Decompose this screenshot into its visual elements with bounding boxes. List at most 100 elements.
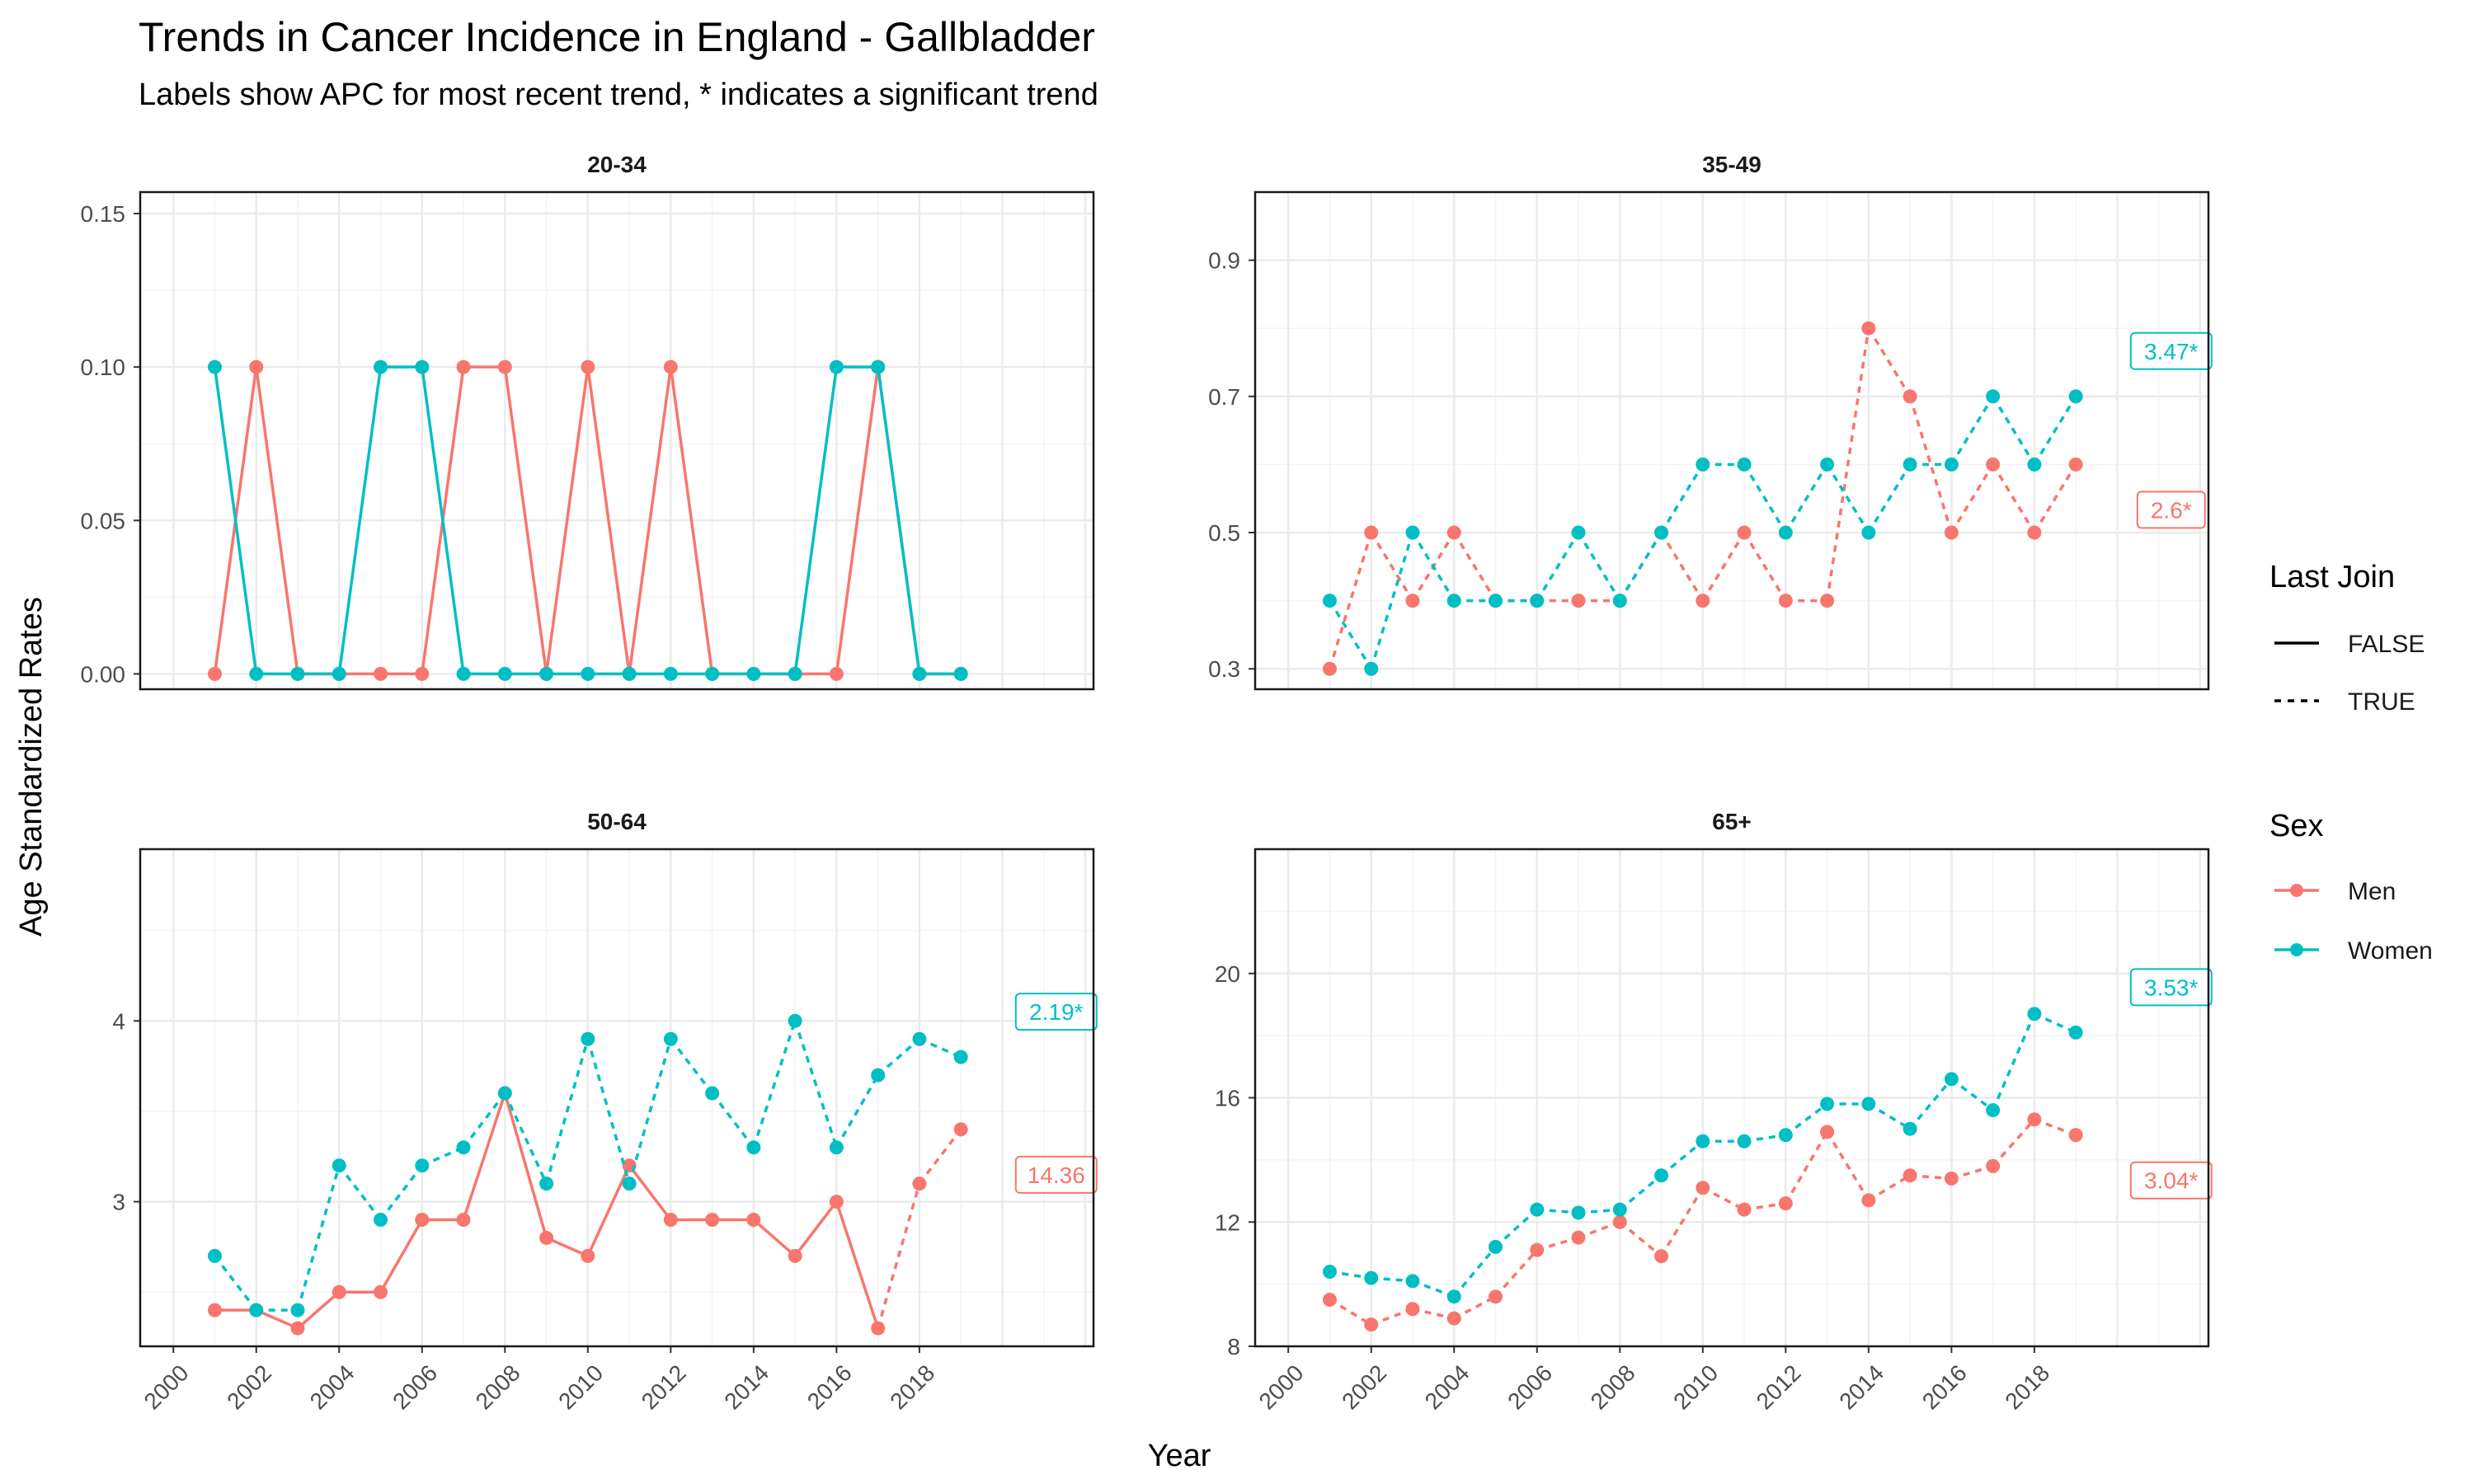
panels: 20-34 0.00 0.05 0.10 0.15 35-49 0.3 0.5 0.7 0.9 2.… [81, 152, 2213, 1414]
data-point-men [207, 666, 222, 681]
series-segment-women [1908, 1078, 1953, 1130]
data-point-women [1530, 594, 1545, 608]
series-segment-women [1618, 532, 1663, 602]
data-point-women [290, 1303, 305, 1317]
apc-label-box [2136, 491, 2206, 529]
data-point-men [1737, 525, 1752, 540]
y-tick-label: 3 [112, 1190, 125, 1215]
series-segment-men [835, 366, 880, 674]
series-segment-men [256, 1308, 299, 1330]
x-tick-label: 2014 [1834, 1360, 1888, 1414]
series-segment-men [1867, 1174, 1912, 1202]
chart-subtitle: Labels show APC for most recent trend, *… [139, 77, 1098, 112]
series-segment-women [793, 366, 839, 674]
data-point-men [1944, 525, 1959, 540]
series-segment-women [586, 1038, 631, 1185]
data-point-men [1778, 594, 1793, 608]
series-segment-women [462, 1092, 506, 1148]
data-point-women [1737, 1134, 1752, 1148]
data-point-men [1903, 389, 1917, 404]
series-segment-women [1992, 1013, 2036, 1111]
data-point-women [456, 666, 471, 681]
series-segment-women [1452, 1246, 1497, 1298]
series-segment-women [752, 1020, 797, 1148]
data-point-women [1322, 1265, 1337, 1280]
x-tick-label: 2002 [222, 1360, 276, 1414]
data-point-women [663, 1031, 678, 1046]
series-segment-men [628, 366, 673, 674]
data-point-women [497, 1086, 512, 1101]
data-point-men [332, 1284, 346, 1299]
y-tick-label: 0.05 [81, 508, 126, 533]
y-tick-label: 0.15 [81, 201, 126, 227]
data-point-women [1944, 457, 1959, 472]
data-point-men [1820, 1125, 1835, 1139]
x-tick-label: 2016 [1917, 1360, 1972, 1414]
data-point-women [1778, 525, 1793, 540]
data-point-men [1696, 1181, 1710, 1195]
data-point-men [1861, 1193, 1876, 1208]
data-point-women [497, 666, 512, 681]
data-point-women [1737, 457, 1752, 472]
series-segment-women [1536, 532, 1580, 602]
series-segment-men [1701, 532, 1746, 602]
series-segment-women [919, 1037, 962, 1059]
data-point-women [249, 666, 264, 681]
series-segment-women [1785, 1102, 1828, 1137]
series-segment-women [337, 1164, 382, 1221]
series-segment-women [1660, 463, 1705, 533]
panel-2: 50-64 2000 2002 2004 2006 2008 2010 2012 2014 201… [112, 809, 1098, 1414]
series-segment-women [337, 366, 383, 674]
series-segment-women [628, 1038, 673, 1185]
data-point-women [1612, 594, 1627, 608]
data-point-women [332, 1158, 346, 1173]
series-segment-men [379, 1219, 424, 1294]
legend-label-women: Women [2348, 937, 2433, 965]
data-point-women [539, 666, 554, 681]
series-segment-women [213, 366, 258, 674]
legend-title-last-join: Last Join [2269, 560, 2395, 594]
data-point-men [374, 1284, 388, 1299]
data-point-men [912, 1176, 927, 1191]
data-point-men [1820, 594, 1835, 608]
series-segment-men [876, 1183, 921, 1329]
series-segment-women [379, 1164, 424, 1221]
series-segment-women [793, 1020, 839, 1148]
data-point-men [1861, 321, 1876, 336]
data-point-men [1446, 1311, 1461, 1326]
apc-label-box [2129, 1161, 2213, 1200]
data-point-women [953, 666, 968, 681]
series-segment-men [544, 366, 590, 674]
data-point-men [1654, 1249, 1669, 1264]
data-point-men [829, 666, 844, 681]
x-tick-label: 2012 [637, 1360, 691, 1414]
data-point-men [1696, 594, 1710, 608]
data-point-women [829, 1140, 844, 1155]
data-point-men [705, 1213, 720, 1228]
y-tick-label: 0.9 [1208, 248, 1240, 274]
y-tick-label: 0.3 [1208, 656, 1240, 682]
data-point-women [1820, 457, 1835, 472]
data-point-women [1322, 594, 1337, 608]
series-segment-men [503, 1092, 548, 1238]
apc-label: 14.36 [1028, 1162, 1085, 1188]
x-tick-label: 2006 [1503, 1360, 1557, 1414]
series-segment-women [711, 1092, 755, 1148]
data-point-women [2027, 1007, 2042, 1021]
series-segment-women [1577, 532, 1621, 602]
data-point-men [663, 1213, 678, 1228]
data-point-women [581, 666, 595, 681]
chart-title: Trends in Cancer Incidence in England - … [139, 14, 1095, 60]
x-tick-label: 2018 [885, 1360, 939, 1414]
data-point-women [1446, 1289, 1461, 1304]
series-segment-men [1619, 1220, 1663, 1258]
apc-label: 3.53* [2144, 974, 2198, 1000]
data-point-men [1530, 1242, 1545, 1257]
data-point-men [746, 1213, 761, 1228]
panel-1: 35-49 0.3 0.5 0.7 0.9 2.6* 3.47* [1208, 152, 2213, 691]
legend-label-true: TRUE [2348, 688, 2415, 716]
x-tick-label: 2004 [1420, 1360, 1475, 1414]
data-point-men [415, 666, 430, 681]
data-point-women [415, 359, 430, 374]
data-point-women [539, 1176, 554, 1191]
